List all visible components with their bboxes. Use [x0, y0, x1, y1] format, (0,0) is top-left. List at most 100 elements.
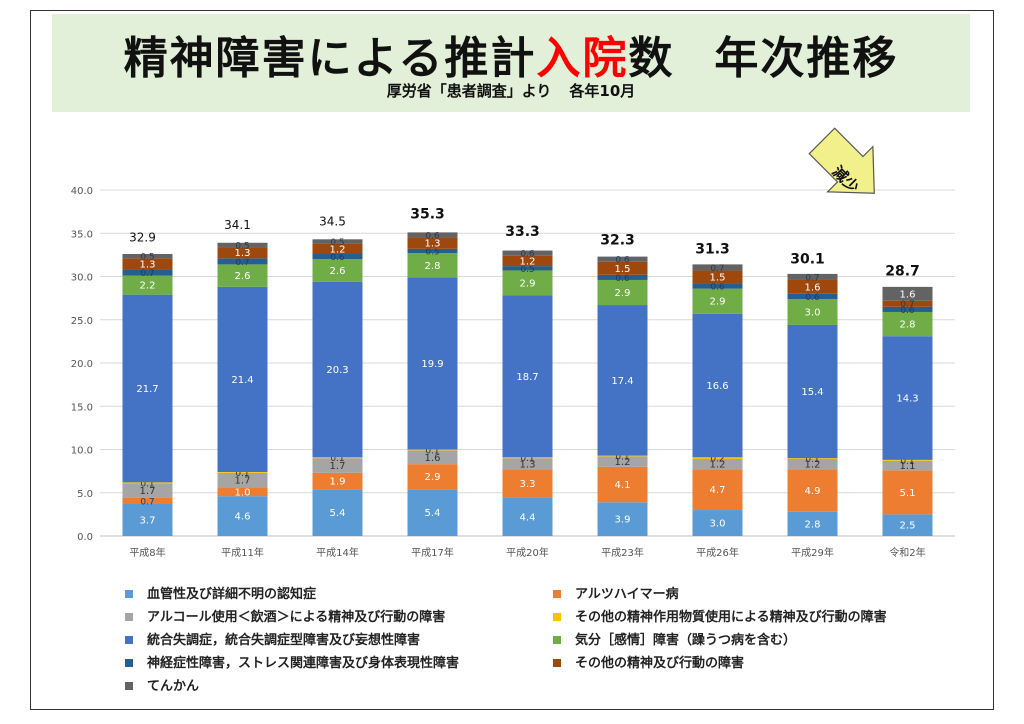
- bar-segment: [312, 259, 363, 282]
- legend-swatch: [125, 589, 133, 598]
- x-tick-label: 平成11年: [221, 546, 264, 559]
- legend-swatch: [125, 635, 133, 644]
- bar-segment: [882, 470, 933, 515]
- bar-value-label: 3.0: [805, 307, 821, 318]
- bar-segment: [882, 336, 933, 460]
- bar-segment: [597, 256, 648, 262]
- bar-segment: [502, 497, 553, 536]
- bar-segment: [787, 469, 838, 512]
- bar-segment: [597, 305, 648, 456]
- bar-segment: [407, 489, 458, 536]
- bar-value-label: 0.1: [520, 454, 534, 464]
- bar-segment: [787, 279, 838, 294]
- bar-value-label: 2.6: [235, 271, 251, 282]
- bar-segment: [692, 457, 743, 460]
- legend-swatch: [553, 589, 561, 598]
- bar-value-label: 4.1: [615, 480, 631, 491]
- bar-segment: [502, 266, 553, 271]
- bar-total-label: 32.3: [600, 233, 635, 249]
- bar-segment: [122, 275, 173, 295]
- bar-segment: [217, 496, 268, 536]
- bar-total-label: 28.7: [885, 264, 920, 280]
- bar-value-label: 0.5: [330, 238, 344, 248]
- bar-segment: [502, 457, 553, 459]
- bar-value-label: 0.6: [425, 231, 440, 241]
- bar-segment: [217, 471, 268, 473]
- x-tick-label: 平成14年: [316, 546, 359, 559]
- legend-label: 神経症性障害，ストレス関連障害及び身体表現性障害: [147, 656, 460, 671]
- bar-value-label: 0.7: [235, 258, 249, 268]
- bar-value-label: 1.3: [425, 239, 441, 250]
- bar-segment: [122, 503, 173, 536]
- bar-segment: [882, 300, 933, 307]
- bar-segment: [217, 472, 268, 488]
- bar-segment: [122, 482, 173, 484]
- bar-total-label: 32.9: [129, 230, 156, 244]
- bar-value-label: 1.3: [235, 248, 251, 259]
- bar-segment: [217, 487, 268, 497]
- bar-segment: [122, 294, 173, 483]
- bar-value-label: 0.6: [615, 274, 630, 284]
- bar-segment: [502, 458, 553, 470]
- bar-value-label: 2.2: [140, 281, 156, 292]
- bar-segment: [882, 459, 933, 461]
- bar-value-label: 1.0: [235, 487, 251, 498]
- bar-value-label: 19.9: [421, 359, 443, 370]
- title-part-1: 精神障害による推計: [123, 33, 537, 84]
- bar-value-label: 0.1: [615, 452, 629, 462]
- bar-value-label: 0.5: [235, 241, 249, 251]
- bar-segment: [122, 254, 173, 259]
- bar-segment: [122, 258, 173, 270]
- bar-value-label: 4.6: [235, 512, 251, 523]
- legend-swatch: [125, 612, 133, 621]
- bar-value-label: 2.9: [710, 297, 726, 308]
- y-tick-label: 0.0: [77, 532, 93, 543]
- bar-value-label: 2.5: [900, 521, 916, 532]
- page-title: 精神障害による推計入院数 年次推移: [52, 22, 970, 86]
- bar-segment: [312, 458, 363, 473]
- bar-value-label: 3.0: [710, 519, 726, 530]
- bar-value-label: 2.9: [425, 472, 441, 483]
- bar-value-label: 2.6: [330, 266, 346, 277]
- bar-segment: [312, 239, 363, 244]
- bar-value-label: 2.8: [425, 261, 441, 272]
- legend-item: 神経症性障害，ストレス関連障害及び身体表現性障害: [125, 652, 459, 671]
- bar-value-label: 4.7: [710, 485, 726, 496]
- legend-item: 統合失調症，統合失調症型障害及び妄想性障害: [125, 629, 420, 648]
- bar-segment: [692, 283, 743, 289]
- bar-value-label: 2.9: [520, 278, 536, 289]
- bar-segment: [692, 313, 743, 458]
- bar-value-label: 0.5: [520, 265, 534, 275]
- legend-label: アルコール使用＜飲酒＞による精神及び行動の障害: [147, 610, 446, 625]
- bar-value-label: 0.6: [805, 293, 820, 303]
- bar-segment: [787, 511, 838, 536]
- bar-segment: [407, 237, 458, 249]
- bar-segment: [692, 288, 743, 314]
- bar-value-label: 3.9: [615, 515, 631, 526]
- bar-value-label: 0.1: [805, 455, 819, 465]
- bar-total-label: 34.5: [319, 215, 346, 229]
- bar-value-label: 21.7: [136, 384, 158, 395]
- bar-value-label: 1.5: [710, 272, 726, 283]
- bar-segment: [407, 464, 458, 490]
- bar-total-label: 31.3: [695, 241, 730, 257]
- legend-item: 血管性及び詳細不明の認知症: [125, 583, 316, 602]
- y-tick-label: 10.0: [71, 446, 93, 457]
- page-subtitle: 厚労省「患者調査」より 各年10月: [52, 80, 970, 101]
- legend-label: てんかん: [147, 679, 200, 694]
- y-tick-label: 25.0: [71, 316, 93, 327]
- bar-value-label: 0.2: [710, 455, 724, 465]
- bar-value-label: 5.1: [900, 488, 916, 499]
- decrease-arrow: [808, 127, 875, 194]
- legend-swatch: [125, 658, 133, 667]
- bar-segment: [217, 264, 268, 287]
- bar-value-label: 0.7: [140, 269, 154, 279]
- bar-segment: [122, 269, 173, 276]
- bar-segment: [312, 254, 363, 260]
- bar-segment: [597, 466, 648, 503]
- bar-segment: [692, 264, 743, 271]
- bar-segment: [597, 274, 648, 280]
- bar-segment: [217, 258, 268, 265]
- bar-value-label: 0.6: [615, 256, 630, 266]
